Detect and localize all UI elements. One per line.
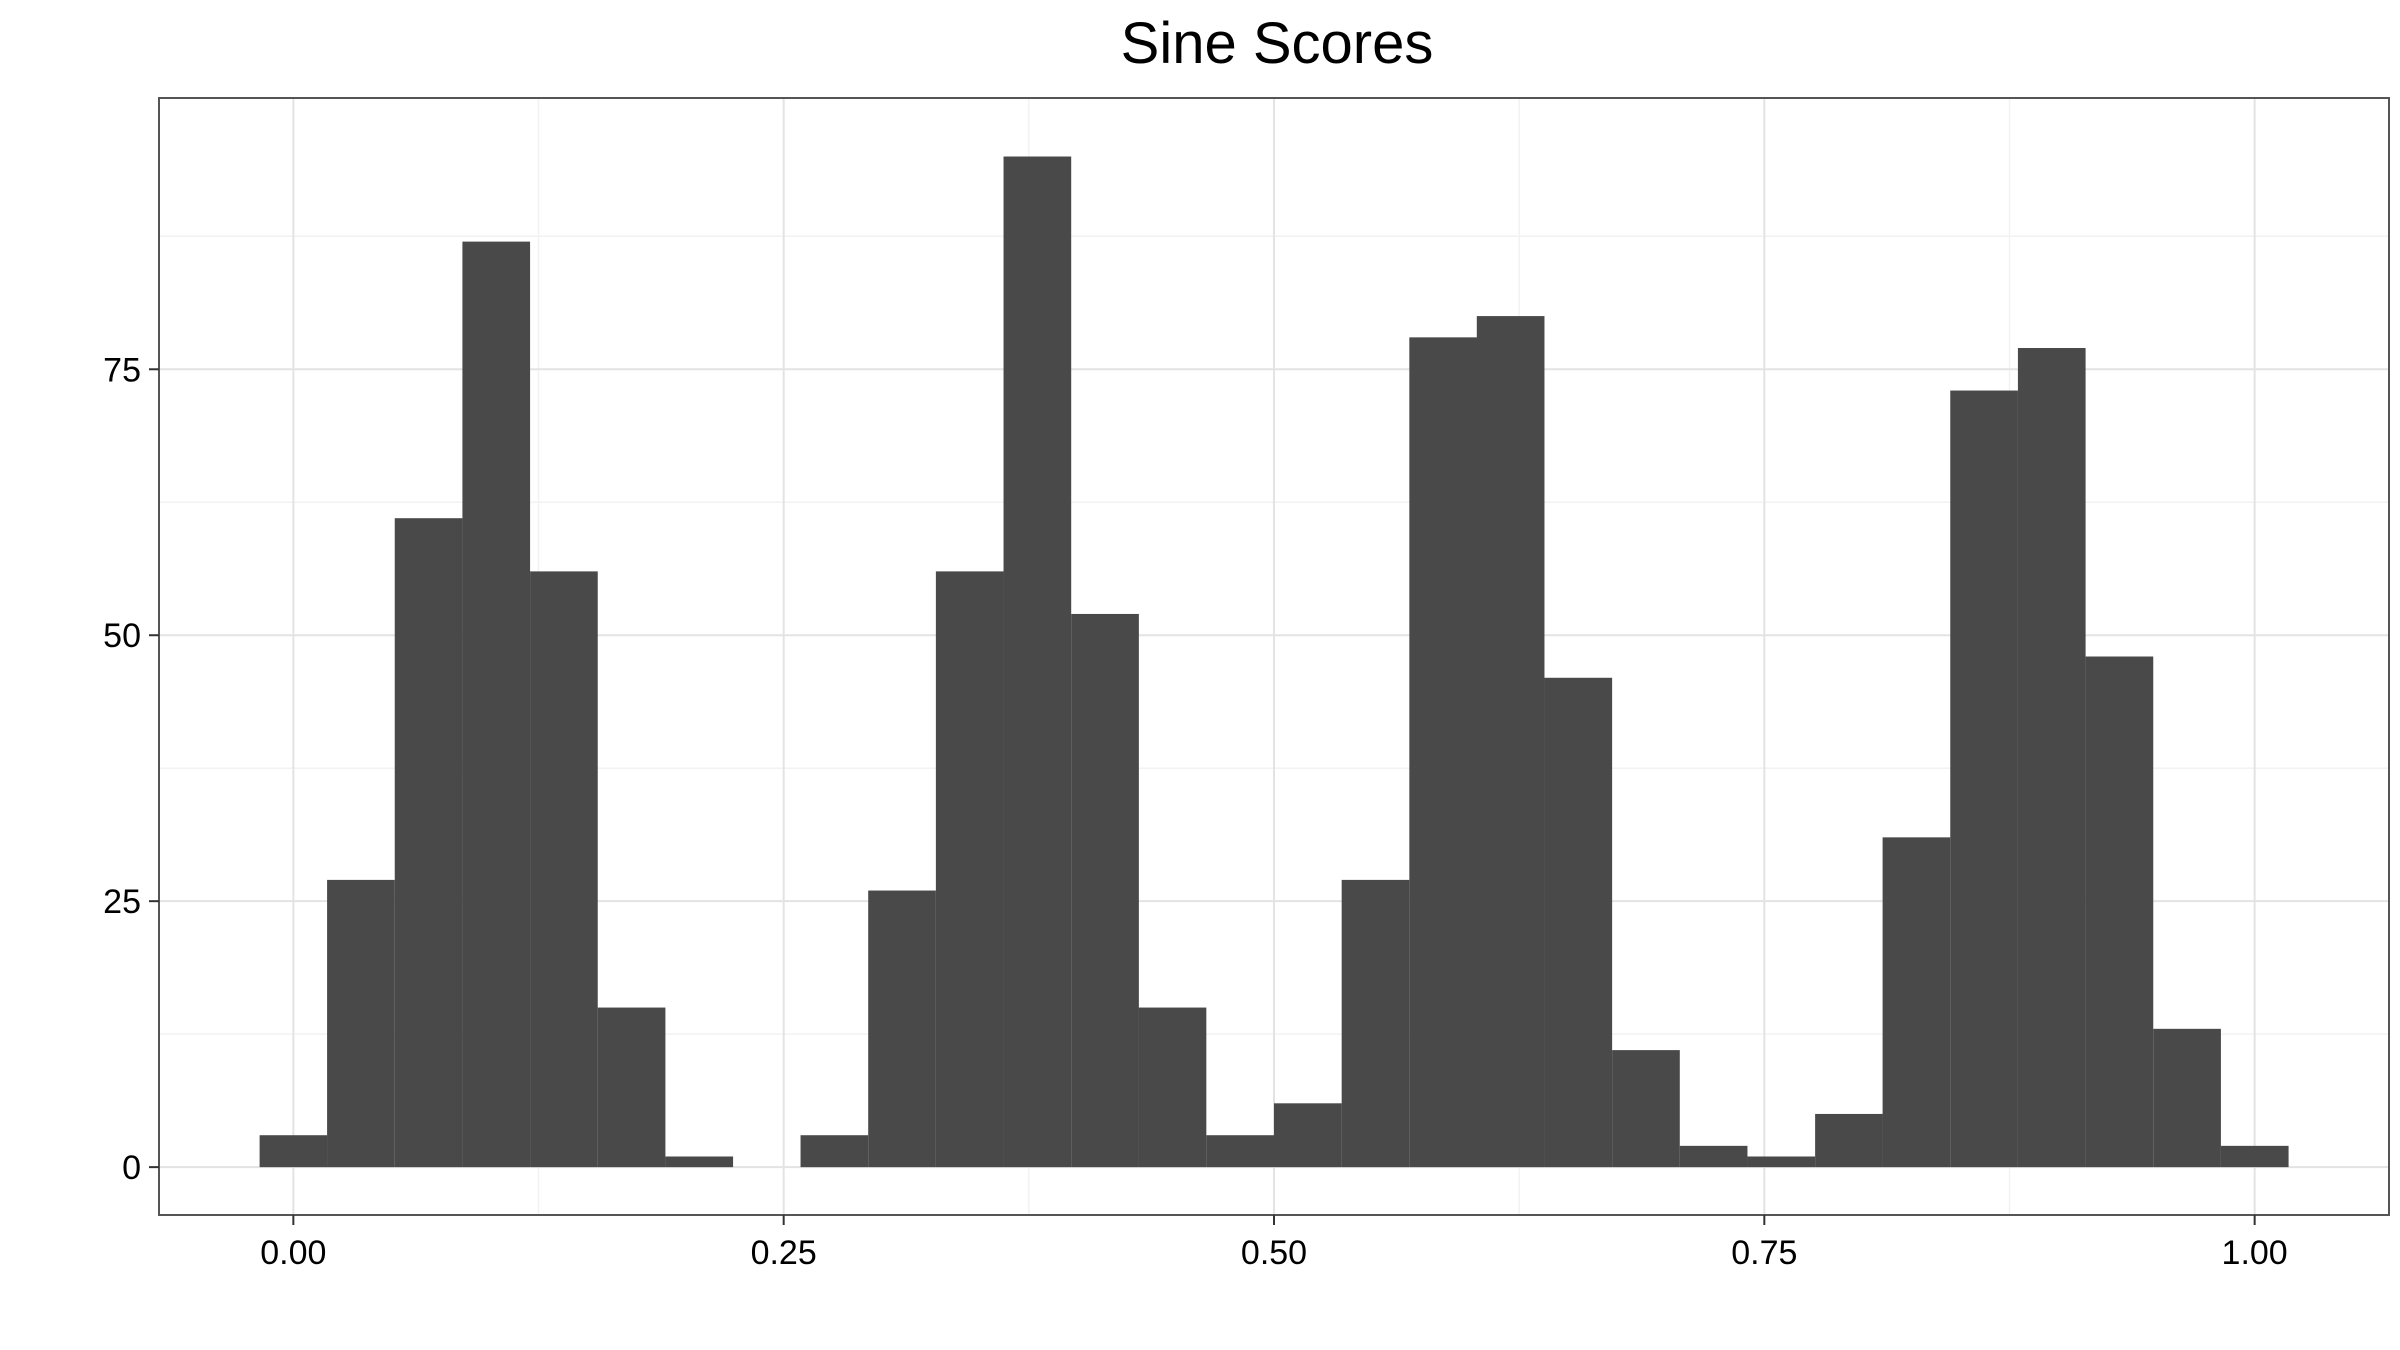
histogram-bar (1612, 1050, 1680, 1168)
histogram-bar (259, 1135, 328, 1168)
histogram-bar (530, 571, 598, 1168)
y-tick-label: 50 (103, 617, 141, 655)
histogram-bar (1206, 1135, 1274, 1168)
histogram-bars (259, 156, 2289, 1168)
histogram-bar (394, 518, 463, 1168)
x-tick-label: 0.50 (1241, 1234, 1307, 1272)
y-tick-label: 0 (122, 1149, 141, 1187)
histogram-bar (1747, 1156, 1816, 1168)
histogram-bar (868, 890, 936, 1168)
histogram-bar (327, 879, 395, 1168)
histogram-bar (2017, 347, 2086, 1168)
histogram-bar (2220, 1145, 2289, 1168)
y-tick-label: 75 (103, 351, 141, 389)
histogram-bar (1341, 879, 1410, 1168)
histogram-bar (935, 571, 1004, 1168)
histogram-bar (1409, 337, 1477, 1168)
x-tick-label: 0.75 (1731, 1234, 1797, 1272)
histogram-bar (1138, 1007, 1207, 1168)
histogram-bar (1274, 1103, 1342, 1168)
histogram-bar (1071, 613, 1139, 1168)
x-tick-label: 1.00 (2222, 1234, 2288, 1272)
x-tick-label: 0.25 (751, 1234, 817, 1272)
histogram-bar (1476, 316, 1545, 1168)
histogram-bar (1003, 156, 1072, 1168)
histogram-bar (665, 1156, 734, 1168)
histogram-bar (800, 1135, 869, 1168)
histogram-bar (1950, 390, 2018, 1168)
histogram-bar (1679, 1145, 1748, 1168)
histogram-bar (597, 1007, 666, 1168)
histogram-bar (1882, 837, 1951, 1168)
histogram-bar (1544, 677, 1613, 1168)
y-tick-label: 25 (103, 883, 141, 921)
x-tick-label: 0.00 (260, 1234, 326, 1272)
histogram-bar (462, 241, 531, 1168)
chart-title: Sine Scores (1121, 11, 1434, 76)
histogram-bar (1815, 1113, 1883, 1168)
histogram-bar (2153, 1028, 2221, 1168)
axes: 0.00 0.25 0.50 0.75 1.00 0 25 50 75 (103, 351, 2288, 1272)
histogram-bar (2085, 656, 2154, 1168)
